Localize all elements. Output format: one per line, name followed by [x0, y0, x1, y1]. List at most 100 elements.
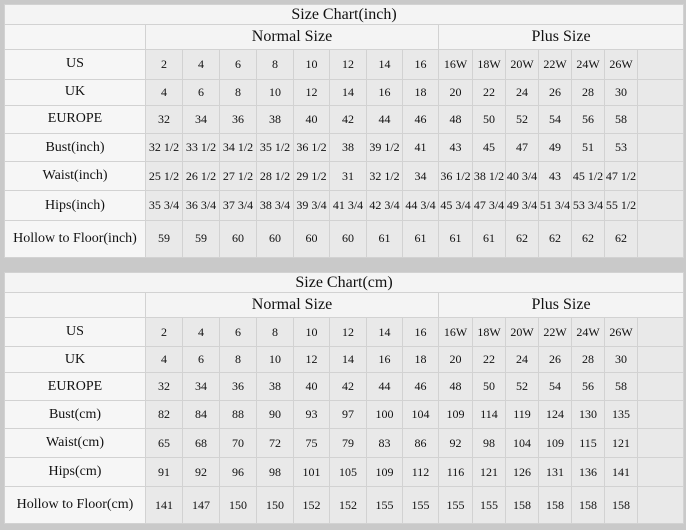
size-cell: 53 3/4: [571, 190, 605, 221]
row-label: EUROPE: [4, 372, 146, 401]
empty-cell: [636, 49, 685, 80]
empty-cell: [636, 78, 685, 106]
size-cell: 55 1/2: [604, 190, 638, 221]
size-cell: 155: [438, 486, 473, 524]
empty-cell: [636, 219, 685, 259]
size-cell: 141: [145, 486, 183, 524]
size-cell: 20W: [505, 49, 539, 80]
size-cell: 40 3/4: [505, 161, 539, 192]
size-cell: 109: [438, 400, 473, 429]
size-cell: 18W: [472, 49, 506, 80]
size-cell: 27 1/2: [219, 161, 257, 192]
size-cell: 51 3/4: [538, 190, 572, 221]
size-cell: 47 3/4: [472, 190, 506, 221]
size-cell: 65: [145, 428, 183, 458]
size-cell: 45: [472, 132, 506, 163]
size-cell: 54: [538, 372, 572, 401]
size-cell: 60: [219, 219, 257, 259]
size-cell: 38: [256, 104, 294, 134]
size-cell: 62: [571, 219, 605, 259]
size-cell: 16W: [438, 49, 473, 80]
size-cell: 58: [604, 104, 638, 134]
size-cell: 18: [402, 78, 439, 106]
size-table: Size Chart(cm) Normal Size Plus Size US 2 4 6 8…: [3, 272, 685, 524]
size-cell: 91: [145, 457, 183, 487]
size-cell: 90: [256, 400, 294, 429]
size-cell: 101: [293, 457, 330, 487]
size-cell: 150: [219, 486, 257, 524]
size-cell: 30: [604, 78, 638, 106]
size-cell: 48: [438, 372, 473, 401]
table-row: Hips(cm) 91 92 96 98 101 105 109 112 116 121 126 131…: [4, 457, 685, 487]
row-label: Hips(cm): [4, 457, 146, 487]
plus-size-header: Plus Size: [437, 292, 685, 318]
size-cell: 147: [182, 486, 220, 524]
size-cell: 36 1/2: [438, 161, 473, 192]
size-cell: 41 3/4: [329, 190, 367, 221]
size-cell: 62: [538, 219, 572, 259]
size-cell: 104: [402, 400, 439, 429]
normal-size-header: Normal Size: [145, 24, 439, 51]
size-cell: 50: [472, 372, 506, 401]
size-cell: 49: [538, 132, 572, 163]
size-cell: 68: [182, 428, 220, 458]
row-label: UK: [4, 78, 146, 106]
size-cell: 14: [366, 317, 403, 347]
normal-size-header: Normal Size: [145, 292, 439, 318]
size-cell: 34: [402, 161, 439, 192]
size-cell: 28: [571, 78, 605, 106]
size-cell: 26W: [604, 317, 638, 347]
size-cell: 121: [604, 428, 638, 458]
table-row: EUROPE 32 34 36 38 40 42 44 46 48 50 52 54 56 58: [4, 104, 685, 134]
size-cell: 8: [256, 49, 294, 80]
size-cell: 48: [438, 104, 473, 134]
size-cell: 28 1/2: [256, 161, 294, 192]
empty-cell: [636, 372, 685, 401]
size-cell: 44 3/4: [402, 190, 439, 221]
size-cell: 84: [182, 400, 220, 429]
size-cell: 79: [329, 428, 367, 458]
size-cell: 2: [145, 49, 183, 80]
size-cell: 12: [293, 346, 330, 373]
size-cell: 24W: [571, 317, 605, 347]
size-cell: 34: [182, 104, 220, 134]
size-cell: 6: [219, 49, 257, 80]
size-cell: 25 1/2: [145, 161, 183, 192]
size-cell: 109: [366, 457, 403, 487]
size-cell: 16: [366, 346, 403, 373]
empty-cell: [636, 486, 685, 524]
table-row: US 2 4 6 8 10 12 14 16 16W 18W 20W 22W 24W 26W: [4, 317, 685, 347]
size-cell: 44: [366, 104, 403, 134]
size-cell: 10: [256, 78, 294, 106]
size-cell: 96: [219, 457, 257, 487]
size-cell: 39 1/2: [366, 132, 403, 163]
row-label: US: [4, 49, 146, 80]
size-cell: 46: [402, 104, 439, 134]
size-cell: 59: [182, 219, 220, 259]
size-cell: 41: [402, 132, 439, 163]
size-cell: 18W: [472, 317, 506, 347]
size-cell: 92: [438, 428, 473, 458]
size-cell: 61: [472, 219, 506, 259]
size-cell: 155: [366, 486, 403, 524]
corner-cell: [4, 292, 146, 318]
size-cell: 6: [219, 317, 257, 347]
size-chart-inch: Size Chart(inch) Normal Size Plus Size US 2 4…: [3, 3, 685, 259]
size-cell: 32 1/2: [366, 161, 403, 192]
row-label: Hollow to Floor(inch): [4, 219, 146, 259]
size-cell: 6: [182, 78, 220, 106]
plus-size-header: Plus Size: [437, 24, 685, 51]
size-cell: 92: [182, 457, 220, 487]
size-cell: 12: [329, 49, 367, 80]
size-cell: 32: [145, 104, 183, 134]
size-cell: 98: [256, 457, 294, 487]
table-row: Hollow to Floor(cm) 141 147 150 150 152 152 155…: [4, 486, 685, 524]
size-cell: 104: [505, 428, 539, 458]
size-cell: 98: [472, 428, 506, 458]
size-cell: 58: [604, 372, 638, 401]
empty-cell: [636, 317, 685, 347]
size-cell: 49 3/4: [505, 190, 539, 221]
size-cell: 4: [145, 346, 183, 373]
size-cell: 43: [438, 132, 473, 163]
size-cell: 4: [182, 49, 220, 80]
